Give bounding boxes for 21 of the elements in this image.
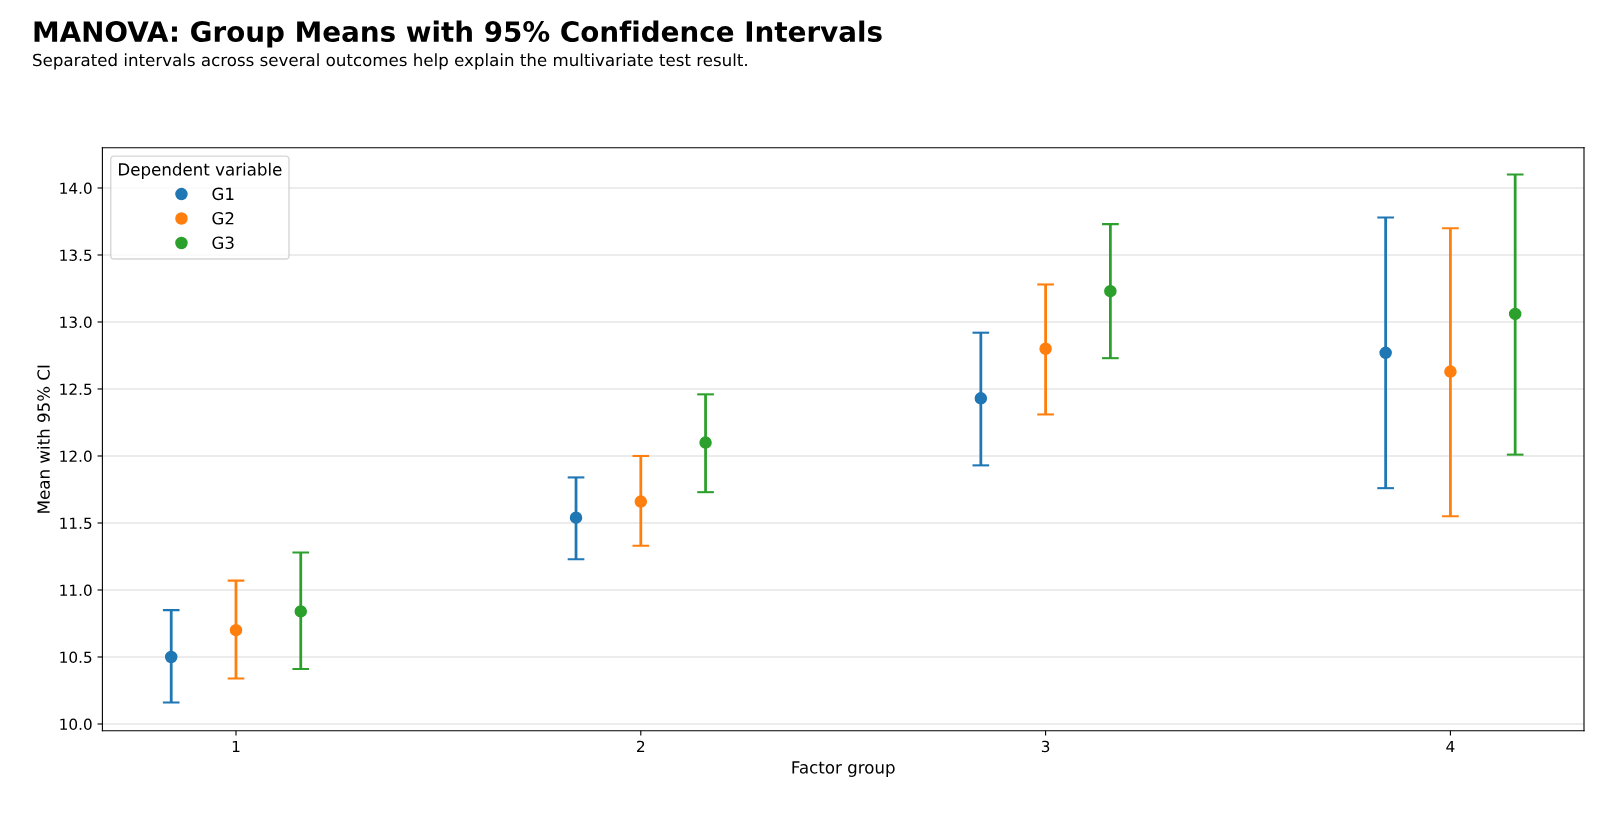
y-tick-label: 12.5 <box>60 383 92 396</box>
legend-title: Dependent variable <box>119 162 282 179</box>
x-tick-label: 1 <box>232 740 240 753</box>
y-tick-label: 13.5 <box>60 249 92 261</box>
y-tick-label: 14.0 <box>60 182 92 194</box>
x-tick-label: 2 <box>637 740 645 753</box>
y-tick-label: 11.0 <box>60 584 92 597</box>
legend-label: G3 <box>212 236 234 250</box>
chart-title: MANOVA: Group Means with 95% Confidence Intervals <box>34 20 882 48</box>
y-tick-label: 10.0 <box>60 718 92 731</box>
y-tick-label: 13.0 <box>60 316 92 328</box>
y-tick-label: 11.5 <box>60 517 92 530</box>
y-tick-label: 10.5 <box>60 651 92 664</box>
x-axis-title: Factor group <box>792 761 895 777</box>
y-axis-title: Mean with 95% CI <box>36 365 50 513</box>
x-tick-label: 3 <box>1041 740 1050 753</box>
y-tick-label: 12.0 <box>60 450 92 463</box>
x-tick-label: 4 <box>1446 740 1455 753</box>
chart-subtitle: Separated intervals across several outcomes help explain the multivariate test result. <box>33 53 747 70</box>
legend-label: G2 <box>212 212 234 225</box>
legend-label: G1 <box>212 187 234 201</box>
